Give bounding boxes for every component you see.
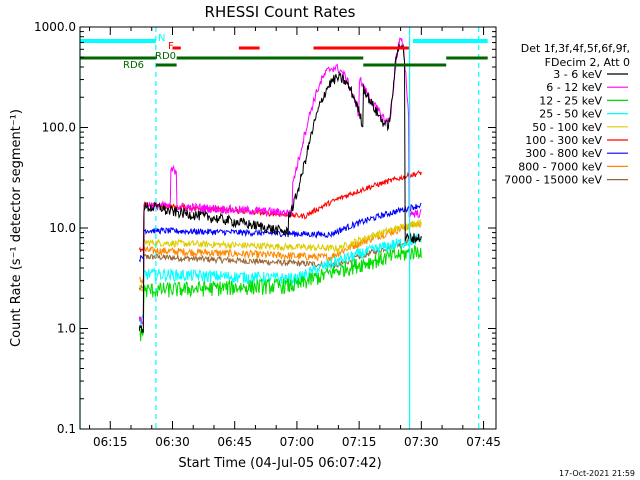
series-line-25-50-kev bbox=[138, 233, 422, 325]
legend-label-s6: 100 - 300 keV bbox=[525, 134, 602, 147]
legend: Det 1f,3f,4f,5f,6f,9f, FDecim 2, Att 0 3… bbox=[504, 42, 630, 187]
x-tick-label: 06:30 bbox=[155, 435, 190, 449]
footer-timestamp: 17-Oct-2021 21:59 bbox=[559, 469, 635, 478]
y-tick-label: 0.1 bbox=[57, 422, 76, 436]
legend-label-s9: 7000 - 15000 keV bbox=[504, 174, 602, 187]
legend-label-s3: 12 - 25 keV bbox=[539, 94, 602, 107]
y-tick-label: 10.0 bbox=[49, 221, 76, 235]
legend-label-s1: 3 - 6 keV bbox=[553, 68, 602, 81]
legend-header-line-1: Det 1f,3f,4f,5f,6f,9f, bbox=[521, 42, 630, 55]
x-tick-label: 07:30 bbox=[404, 435, 439, 449]
series-line-3-6-kev bbox=[138, 44, 422, 334]
series-line-300-800-kev bbox=[138, 202, 422, 263]
y-tick-label: 1.0 bbox=[57, 322, 76, 336]
legend-label-s2: 6 - 12 keV bbox=[546, 81, 602, 94]
x-tick-label: 07:45 bbox=[466, 435, 501, 449]
legend-label-s8: 800 - 7000 keV bbox=[518, 160, 602, 173]
series-line-7000-15000-kev bbox=[138, 236, 422, 292]
legend-header-line-2: FDecim 2, Att 0 bbox=[545, 56, 630, 69]
series-line-6-12-kev bbox=[138, 37, 422, 325]
legend-label-s7: 300 - 800 keV bbox=[525, 147, 602, 160]
state-label-f: F bbox=[168, 41, 174, 52]
x-tick-label: 06:45 bbox=[217, 435, 252, 449]
state-label-rd0: RD0 bbox=[155, 51, 176, 62]
state-label-n: N bbox=[158, 33, 165, 44]
state-label-rd6: RD6 bbox=[123, 60, 144, 71]
chart-title: RHESSI Count Rates bbox=[205, 3, 356, 21]
y-tick-label: 1000.0 bbox=[34, 20, 76, 34]
x-axis-label: Start Time (04-Jul-05 06:07:42) bbox=[178, 456, 381, 471]
y-axis-label: Count Rate (s⁻¹ detector segment⁻¹) bbox=[9, 109, 24, 347]
x-tick-label: 07:00 bbox=[280, 435, 315, 449]
x-tick-label: 06:15 bbox=[93, 435, 128, 449]
legend-label-s5: 50 - 100 keV bbox=[532, 121, 602, 134]
legend-label-s4: 25 - 50 keV bbox=[539, 108, 602, 121]
series-line-50-100-kev bbox=[138, 219, 422, 292]
series-line-12-25-kev bbox=[138, 245, 422, 342]
axes: 0.1 1.0 10.0 100.0 1000.0 06:15 06:30 06:45 07:0… bbox=[34, 20, 501, 449]
y-tick-label: 100.0 bbox=[42, 121, 76, 135]
x-tick-label: 07:15 bbox=[342, 435, 377, 449]
